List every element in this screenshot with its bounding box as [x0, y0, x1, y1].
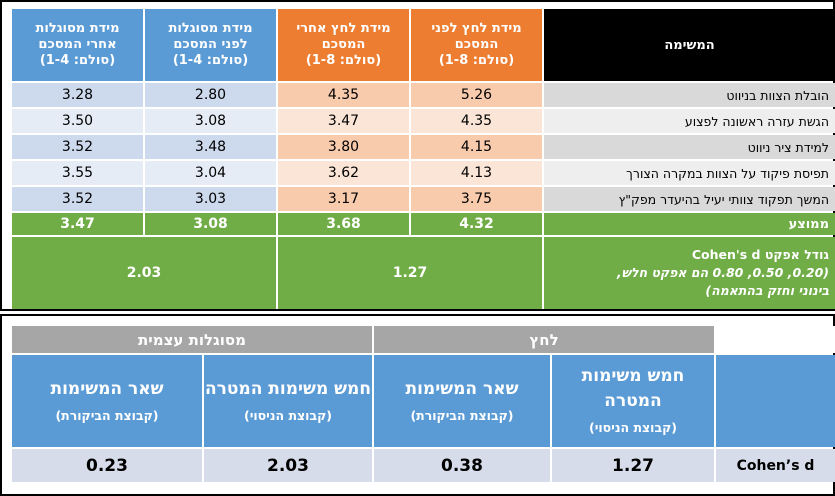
- value-control-efficacy: 0.23: [12, 449, 202, 482]
- efficacy-after-cell: 3.50: [12, 109, 143, 133]
- efficacy-before-cell: 2.80: [145, 83, 276, 107]
- group-stress: לחץ: [374, 326, 715, 353]
- table-row: 3.55 3.04 3.62 4.13 תפיסת פיקוד על הצוות…: [12, 161, 835, 185]
- header-efficacy-before: מידת מסוגלות לפני המסכם (סולם: 1-4): [145, 9, 276, 81]
- header-stress-before: מידת לחץ לפני המסכם (סולם: 1-8): [411, 9, 542, 81]
- table-row: 3.28 2.80 4.35 5.26 הובלת הצוות בניווט: [12, 83, 835, 107]
- value-target-efficacy: 2.03: [204, 449, 372, 482]
- value-target-stress: 1.27: [552, 449, 715, 482]
- cohens-d-row: 0.23 2.03 0.38 1.27 Cohen’s d: [12, 449, 835, 482]
- task-cell: הגשת עזרה ראשונה לפצוע: [544, 109, 835, 133]
- stress-after-cell: 4.35: [278, 83, 409, 107]
- group-empty-cell: [716, 326, 835, 353]
- task-cell: תפיסת פיקוד על הצוות במקרה הצורך: [544, 161, 835, 185]
- efficacy-after-cell: 3.55: [12, 161, 143, 185]
- stress-efficacy-table-frame: מידת מסוגלות אחרי המסכם (סולם: 1-4) מידת…: [0, 0, 835, 311]
- effect-size-efficacy: 2.03: [12, 237, 276, 309]
- header-row: מידת מסוגלות אחרי המסכם (סולם: 1-4) מידת…: [12, 9, 835, 81]
- cohens-d-table-frame: מסוגלות עצמית לחץ שאר המשימות (קבוצת הבי…: [0, 314, 835, 496]
- average-efficacy-before: 3.08: [145, 213, 276, 235]
- header-stress-after: מידת לחץ אחרי המסכם (סולם: 1-8): [278, 9, 409, 81]
- efficacy-after-cell: 3.28: [12, 83, 143, 107]
- stress-before-cell: 3.75: [411, 187, 542, 211]
- effect-size-label: גודל אפקט Cohen's d (0.20, 0.50, 0.80 הם…: [544, 237, 835, 309]
- average-label: ממוצע: [544, 213, 835, 235]
- effect-size-stress: 1.27: [278, 237, 542, 309]
- task-cell: הובלת הצוות בניווט: [544, 83, 835, 107]
- header-empty-cell: [716, 355, 835, 447]
- task-cell: למידת ציר ניווט: [544, 135, 835, 159]
- efficacy-before-cell: 3.04: [145, 161, 276, 185]
- stress-before-cell: 4.35: [411, 109, 542, 133]
- efficacy-after-cell: 3.52: [12, 187, 143, 211]
- stress-before-cell: 5.26: [411, 83, 542, 107]
- average-stress-before: 4.32: [411, 213, 542, 235]
- header-target-efficacy: חמש משימות המטרה (קבוצת הניסוי): [204, 355, 372, 447]
- header-control-stress: שאר המשימות (קבוצת הביקורת): [374, 355, 550, 447]
- header-efficacy-after: מידת מסוגלות אחרי המסכם (סולם: 1-4): [12, 9, 143, 81]
- average-efficacy-after: 3.47: [12, 213, 143, 235]
- stress-after-cell: 3.47: [278, 109, 409, 133]
- stress-after-cell: 3.17: [278, 187, 409, 211]
- stress-efficacy-table: מידת מסוגלות אחרי המסכם (סולם: 1-4) מידת…: [10, 7, 835, 311]
- stress-after-cell: 3.80: [278, 135, 409, 159]
- header-task: המשימה: [544, 9, 835, 81]
- group-efficacy: מסוגלות עצמית: [12, 326, 372, 353]
- column-header-row: שאר המשימות (קבוצת הביקורת) חמש משימות ה…: [12, 355, 835, 447]
- task-cell: המשך תפקוד צוותי יעיל בהיעדר מפק"ץ: [544, 187, 835, 211]
- effect-size-row: 2.03 1.27 גודל אפקט Cohen's d (0.20, 0.5…: [12, 237, 835, 309]
- efficacy-before-cell: 3.03: [145, 187, 276, 211]
- table-row: 3.50 3.08 3.47 4.35 הגשת עזרה ראשונה לפצ…: [12, 109, 835, 133]
- cohens-d-label: Cohen’s d: [716, 449, 835, 482]
- group-header-row: מסוגלות עצמית לחץ: [12, 326, 835, 353]
- efficacy-before-cell: 3.08: [145, 109, 276, 133]
- efficacy-before-cell: 3.48: [145, 135, 276, 159]
- table-row: 3.52 3.48 3.80 4.15 למידת ציר ניווט: [12, 135, 835, 159]
- stress-before-cell: 4.15: [411, 135, 542, 159]
- efficacy-after-cell: 3.52: [12, 135, 143, 159]
- cohens-d-table: מסוגלות עצמית לחץ שאר המשימות (קבוצת הבי…: [10, 324, 835, 484]
- header-control-efficacy: שאר המשימות (קבוצת הביקורת): [12, 355, 202, 447]
- header-target-stress: חמש משימות המטרה (קבוצת הניסוי): [552, 355, 715, 447]
- average-stress-after: 3.68: [278, 213, 409, 235]
- value-control-stress: 0.38: [374, 449, 550, 482]
- average-row: 3.47 3.08 3.68 4.32 ממוצע: [12, 213, 835, 235]
- stress-after-cell: 3.62: [278, 161, 409, 185]
- table-row: 3.52 3.03 3.17 3.75 המשך תפקוד צוותי יעי…: [12, 187, 835, 211]
- stress-before-cell: 4.13: [411, 161, 542, 185]
